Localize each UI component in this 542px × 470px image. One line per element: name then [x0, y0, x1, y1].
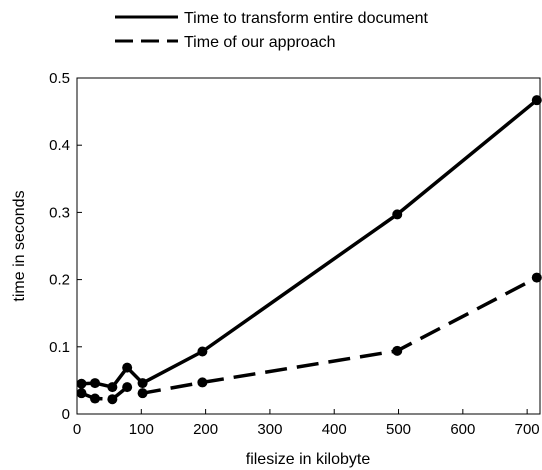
y-tick-label: 0.5: [49, 70, 70, 87]
x-tick-label: 500: [386, 421, 411, 438]
series-2-point: [392, 345, 403, 356]
y-axis: 0 0.1 0.2 0.3 0.4 0.5: [49, 70, 82, 423]
series-1-point: [137, 378, 148, 389]
x-tick-label: 0: [73, 421, 81, 438]
x-axis-label: filesize in kilobyte: [246, 451, 371, 468]
y-tick-label: 0: [62, 406, 70, 423]
y-tick-label: 0.2: [49, 272, 70, 289]
x-tick-label: 600: [450, 421, 475, 438]
series-1-point: [122, 362, 133, 373]
series-1-point: [531, 95, 542, 106]
series-layer: [76, 95, 542, 405]
series-1-point: [76, 378, 87, 389]
plot-frame: [76, 77, 541, 415]
series-2-point: [197, 377, 208, 388]
y-axis-label: time in seconds: [11, 190, 28, 301]
x-tick-label: 700: [515, 421, 540, 438]
series-2-point: [531, 272, 542, 283]
x-tick-label: 100: [129, 421, 154, 438]
x-tick-label: 300: [257, 421, 282, 438]
series-2-point: [137, 388, 148, 399]
legend: Time to transform entire document Time o…: [115, 10, 429, 51]
x-axis: 0 100 200 300 400 500 600 700: [73, 409, 540, 438]
x-tick-label: 400: [322, 421, 347, 438]
y-tick-label: 0.1: [49, 339, 70, 356]
series-1-point: [90, 378, 101, 389]
series-2-point: [122, 382, 133, 393]
y-tick-label: 0.3: [49, 204, 70, 221]
series-1-point: [392, 209, 403, 220]
series-2-point: [76, 388, 87, 399]
series-2-point: [107, 394, 118, 405]
series-line-1: [81, 98, 538, 389]
series-1-point: [197, 346, 208, 357]
series-1-point: [107, 382, 118, 393]
series-2-point: [90, 393, 101, 404]
y-tick-label: 0.4: [49, 137, 70, 154]
legend-label-series-2: Time of our approach: [184, 34, 335, 51]
legend-label-series-1: Time to transform entire document: [184, 10, 429, 27]
x-tick-label: 200: [193, 421, 218, 438]
